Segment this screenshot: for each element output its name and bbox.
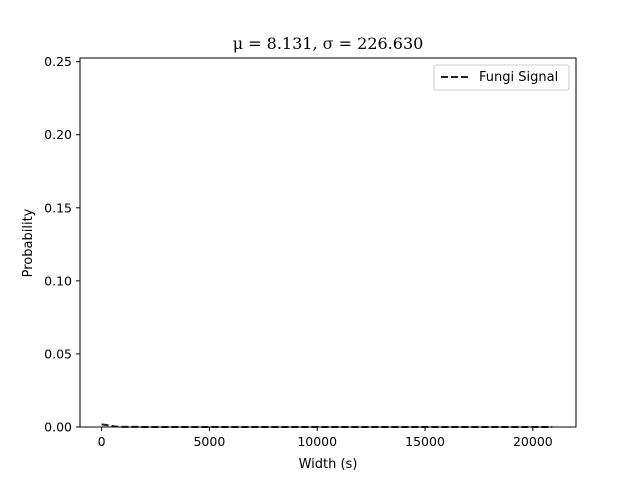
plot-background (80, 58, 576, 427)
y-tick-label: 0.00 (44, 420, 72, 435)
y-tick-label: 0.05 (44, 346, 72, 361)
plot-frame (79, 57, 577, 428)
legend-label-fungi-signal: Fungi Signal (479, 70, 558, 85)
legend: Fungi Signal (433, 64, 570, 91)
x-tick-label: 0 (98, 434, 106, 449)
x-axis: 0 5000 10000 15000 20000 (98, 427, 553, 449)
y-tick-label: 0.20 (44, 127, 72, 142)
chart-title: μ = 8.131, σ = 226.630 (233, 34, 424, 53)
x-tick-label: 15000 (405, 434, 445, 449)
y-axis-label: Probability (21, 208, 36, 277)
x-axis-label: Width (s) (299, 457, 358, 472)
x-tick-label: 10000 (297, 434, 337, 449)
y-tick-label: 0.25 (44, 54, 72, 69)
y-tick-label: 0.15 (44, 200, 72, 215)
y-axis: 0.00 0.05 0.10 0.15 0.20 0.25 (44, 54, 80, 435)
x-tick-label: 20000 (513, 434, 553, 449)
x-tick-label: 5000 (193, 434, 225, 449)
y-tick-label: 0.10 (44, 273, 72, 288)
plot-area (79, 57, 577, 428)
legend-frame (433, 64, 570, 91)
